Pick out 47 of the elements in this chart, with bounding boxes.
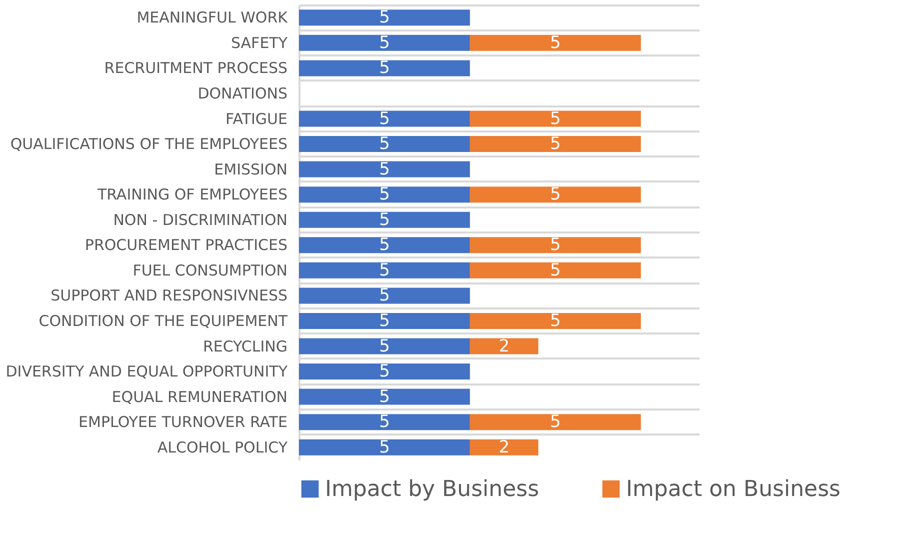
data-label: 5: [379, 336, 390, 356]
data-label: 5: [379, 159, 390, 180]
y-tick-label: QUALIFICATIONS OF THE EMPLOYEES: [10, 135, 288, 154]
y-tick-label: DONATIONS: [198, 84, 288, 102]
data-label: 5: [550, 235, 561, 256]
data-label: 5: [379, 386, 390, 407]
y-tick-label: CONDITION OF THE EQUIPEMENT: [38, 312, 288, 330]
data-label: 5: [379, 260, 390, 280]
y-tick-label: PROCUREMENT PRACTICES: [84, 236, 288, 254]
data-label: 5: [379, 134, 390, 154]
y-tick-label: DIVERSITY AND EQUAL OPPORTUNITY: [6, 362, 288, 381]
data-label: 5: [550, 108, 561, 129]
data-label: 2: [498, 437, 510, 458]
y-tick-label: RECYCLING: [202, 337, 288, 356]
data-label: 5: [550, 32, 561, 53]
data-label: 2: [498, 336, 510, 356]
data-label: 5: [550, 134, 561, 154]
data-label: 5: [379, 235, 390, 256]
data-label: 5: [550, 310, 561, 331]
data-label: 5: [379, 286, 390, 306]
data-label: 5: [379, 32, 390, 53]
data-label: 5: [379, 310, 390, 331]
y-tick-label: TRAINING OF EMPLOYEES: [96, 186, 288, 204]
data-label: 5: [379, 437, 390, 458]
y-tick-label: ALCOHOL POLICY: [157, 438, 288, 456]
data-label: 5: [379, 184, 390, 205]
y-tick-label: FUEL CONSUMPTION: [132, 261, 288, 280]
data-label: 5: [379, 362, 390, 382]
data-label: 5: [379, 8, 390, 28]
data-label: 5: [550, 184, 561, 205]
y-tick-label: EMISSION: [214, 160, 288, 178]
y-tick-label: EMPLOYEE TURNOVER RATE: [78, 413, 288, 432]
data-label: 5: [379, 108, 390, 129]
y-tick-label: EQUAL REMUNERATION: [112, 388, 288, 406]
legend-label: Impact on Business: [626, 477, 840, 502]
data-label: 5: [379, 58, 390, 78]
data-label: 5: [379, 412, 390, 432]
y-tick-label: NON - DISCRIMINATION: [113, 210, 288, 229]
data-label: 5: [550, 260, 561, 280]
y-tick-label: FATIGUE: [225, 110, 288, 128]
y-tick-label: SAFETY: [231, 34, 288, 52]
data-label: 5: [379, 210, 390, 230]
y-tick-label: SUPPORT AND RESPONSIVNESS: [50, 286, 288, 305]
data-label: 5: [550, 412, 561, 432]
y-tick-label: RECRUITMENT PROCESS: [104, 59, 288, 78]
y-tick-label: MEANINGFUL WORK: [136, 8, 289, 27]
legend-label: Impact by Business: [325, 477, 540, 502]
